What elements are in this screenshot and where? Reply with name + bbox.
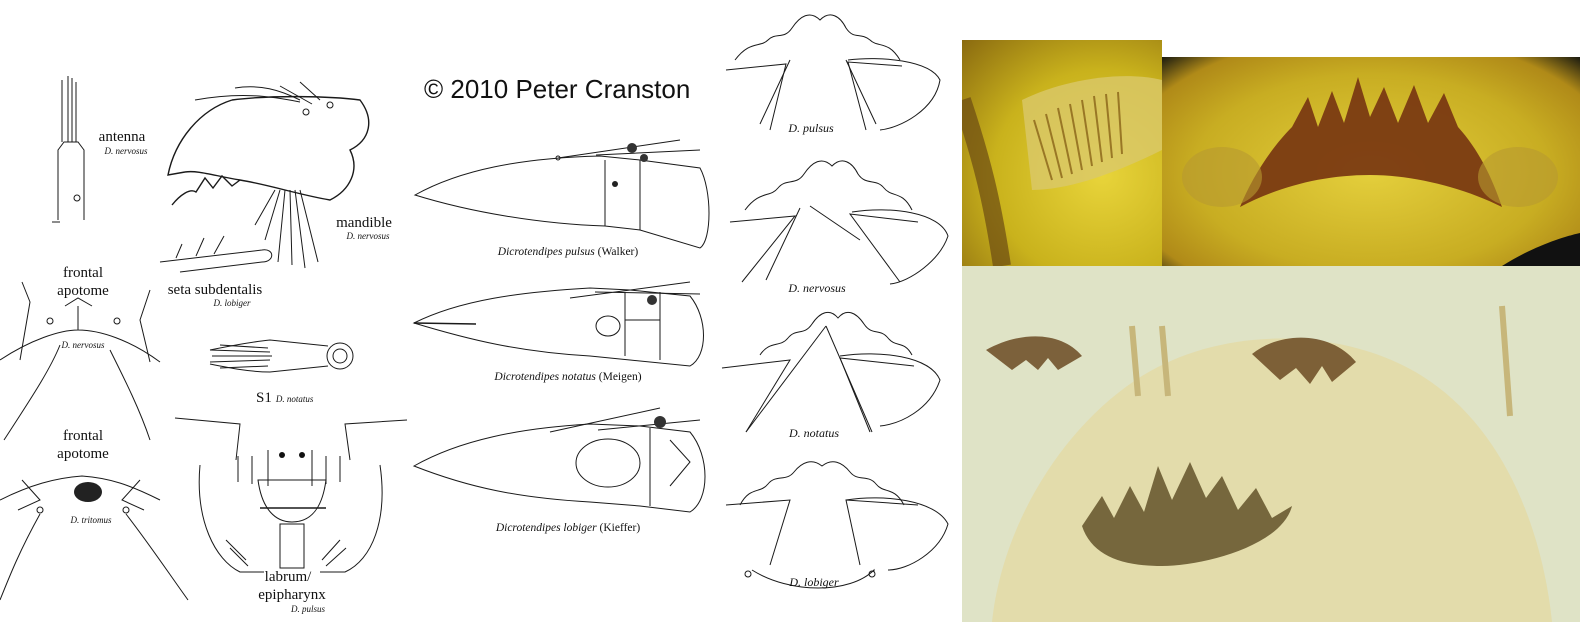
photo-mandible-closeup xyxy=(962,40,1162,266)
head-notatus-drawing xyxy=(412,281,704,367)
seta-drawing xyxy=(159,235,273,273)
frontal-apotome-2-drawing xyxy=(0,475,189,601)
s1-drawing xyxy=(209,339,354,373)
head-caption-pulsus: Dicrotendipes pulsus (Walker) xyxy=(468,246,668,258)
head-lobiger-drawing xyxy=(412,407,706,513)
mentum-lobiger-drawing xyxy=(725,461,949,589)
s1-species: D. notatus xyxy=(275,394,314,404)
s1-label: S1 xyxy=(256,390,272,406)
head-caption-author: (Walker) xyxy=(597,246,639,258)
head-caption-notatus: Dicrotendipes notatus (Meigen) xyxy=(466,371,670,383)
mandible-label: mandible xyxy=(336,215,392,231)
s1-caption: S1 D. notatus xyxy=(256,389,313,407)
head-caption-genus: Dicrotendipes pulsus xyxy=(497,246,595,258)
head-caption-author: (Kieffer) xyxy=(599,522,641,534)
head-caption-lobiger: Dicrotendipes lobiger (Kieffer) xyxy=(466,522,670,534)
antenna-label: antenna xyxy=(98,129,146,145)
antenna-species: D. nervosus xyxy=(104,146,148,156)
mentum-caption-nervosus: D. nervosus xyxy=(788,281,846,295)
seta-label: seta subdentalis xyxy=(167,282,263,298)
mandible-species: D. nervosus xyxy=(346,231,390,241)
mentum-nervosus-drawing xyxy=(729,160,949,285)
labrum-species: D. pulsus xyxy=(290,604,325,614)
mentum-pulsus-drawing xyxy=(725,14,941,131)
frontal-apotome-1-label-l2: apotome xyxy=(57,283,109,299)
photo-mentum-teeth xyxy=(1182,77,1580,266)
photo-head-capsule-detail xyxy=(986,305,1552,622)
frontal-apotome-1-species: D. nervosus xyxy=(61,340,105,350)
head-caption-author: (Meigen) xyxy=(598,371,642,383)
frontal-apotome-2-label-l2: apotome xyxy=(57,446,109,462)
head-caption-genus: Dicrotendipes notatus xyxy=(494,371,596,383)
mentum-caption-notatus: D. notatus xyxy=(788,426,839,440)
photo-mandible-detail xyxy=(962,76,1162,266)
mentum-caption-pulsus: D. pulsus xyxy=(788,121,834,135)
photo-mentum-closeup xyxy=(1162,57,1580,266)
photo-head-capsule xyxy=(962,266,1580,622)
seta-species: D. lobiger xyxy=(213,298,251,308)
head-caption-genus: Dicrotendipes lobiger xyxy=(495,522,597,534)
frontal-apotome-1-label-l1: frontal xyxy=(63,265,103,281)
mandible-drawing xyxy=(167,81,370,269)
labrum-drawing xyxy=(174,417,408,573)
labrum-label-l1: labrum/ xyxy=(264,569,312,585)
head-pulsus-drawing xyxy=(413,139,710,249)
mentum-caption-lobiger: D. lobiger xyxy=(789,575,839,589)
mentum-notatus-drawing xyxy=(721,311,941,433)
labrum-label-l2: epipharynx xyxy=(258,587,326,603)
frontal-apotome-2-label-l1: frontal xyxy=(63,428,103,444)
frontal-apotome-2-species: D. tritomus xyxy=(70,515,112,525)
frontal-apotome-1-drawing xyxy=(0,281,161,441)
antenna-drawing xyxy=(52,76,85,223)
copyright-text: © 2010 Peter Cranston xyxy=(424,74,691,104)
